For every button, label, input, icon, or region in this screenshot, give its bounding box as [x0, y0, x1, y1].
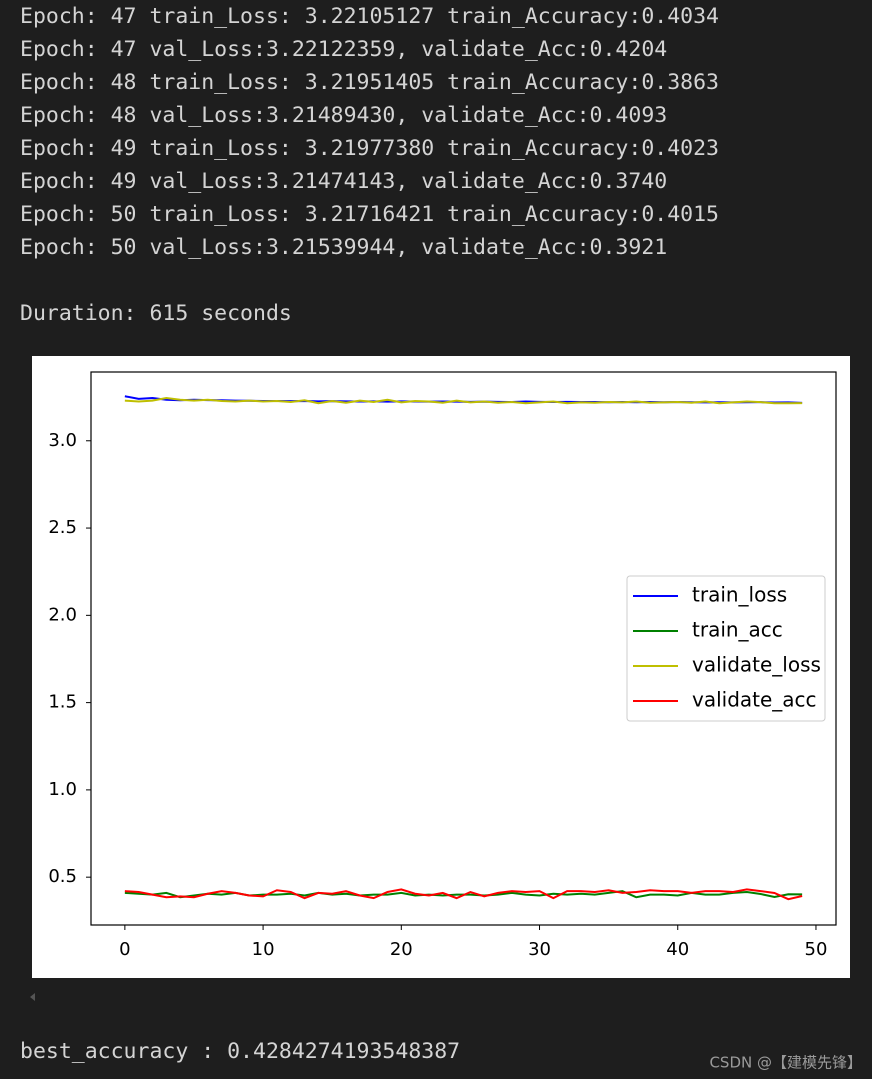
plot-frame: [90, 371, 837, 926]
y-tick-label: 0.5: [48, 866, 77, 887]
watermark: CSDN @【建模先锋】: [709, 1054, 862, 1072]
y-tick-label: 3.0: [48, 430, 77, 451]
duration: Duration: 615 seconds: [20, 301, 292, 326]
x-tick-label: 20: [390, 939, 413, 960]
log-line: Epoch: 49 train_Loss: 3.21977380 train_A…: [20, 136, 719, 161]
x-tick-label: 50: [805, 939, 828, 960]
best-accuracy: best_accuracy : 0.4284274193548387: [20, 1039, 460, 1064]
log-line: Epoch: 47 val_Loss:3.22122359, validate_…: [20, 37, 667, 62]
log-line: Epoch: 49 val_Loss:3.21474143, validate_…: [20, 169, 667, 194]
x-tick-label: 10: [252, 939, 275, 960]
series-line: [124, 396, 803, 405]
legend-label: train_loss: [692, 583, 787, 607]
log-line: Epoch: 47 train_Loss: 3.22105127 train_A…: [20, 4, 719, 29]
log-line: Epoch: 50 val_Loss:3.21539944, validate_…: [20, 235, 667, 260]
y-tick-label: 1.5: [48, 692, 77, 713]
x-tick-label: 40: [666, 939, 689, 960]
x-tick-label: 30: [528, 939, 551, 960]
scroll-arrow[interactable]: [30, 993, 35, 1001]
legend-box: [626, 575, 826, 722]
legend-label: validate_loss: [692, 653, 821, 677]
log-line: Epoch: 48 train_Loss: 3.21951405 train_A…: [20, 70, 719, 95]
log-line: Epoch: 48 val_Loss:3.21489430, validate_…: [20, 103, 667, 128]
log-line: Epoch: 50 train_Loss: 3.21716421 train_A…: [20, 202, 719, 227]
y-tick-label: 2.5: [48, 517, 77, 538]
legend-label: validate_acc: [692, 688, 817, 712]
series-line: [124, 888, 803, 901]
legend-label: train_acc: [692, 618, 783, 642]
y-tick-label: 2.0: [48, 604, 77, 625]
x-tick-label: 0: [119, 939, 130, 960]
y-tick-label: 1.0: [48, 779, 77, 800]
